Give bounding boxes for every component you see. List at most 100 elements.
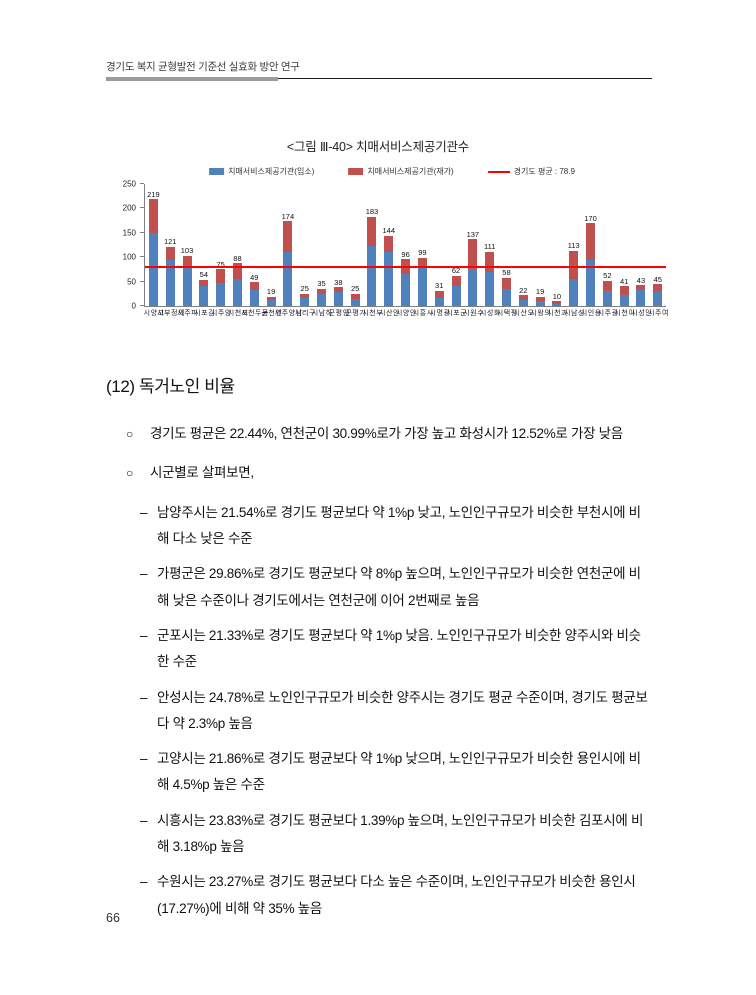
x-axis-label: 광명시 bbox=[428, 309, 450, 316]
bar-segment-home bbox=[165, 246, 175, 260]
x-axis-label: 평택시 bbox=[495, 309, 517, 316]
bar-stack bbox=[518, 295, 528, 306]
x-axis-label: 양평군 bbox=[327, 309, 349, 316]
x-axis-label: 용인시 bbox=[580, 309, 602, 316]
bar-stack bbox=[451, 275, 461, 306]
bar-value-label: 35 bbox=[317, 279, 326, 289]
bar-segment-home bbox=[485, 251, 495, 272]
bar-stack bbox=[333, 287, 343, 306]
bar-group: 137 수원시 bbox=[462, 184, 483, 316]
x-axis-label: 구리시 bbox=[294, 309, 316, 316]
bullet-text: 고양시는 21.86%로 경기도 평균보다 약 1%p 낮으며, 노인인구규모가… bbox=[157, 751, 641, 793]
bullet-subitem: – 군포시는 21.33%로 경기도 평균보다 약 1%p 낮음. 노인인구규모가… bbox=[140, 623, 652, 676]
bar-value-label: 52 bbox=[603, 271, 612, 281]
bar-segment-residential bbox=[182, 267, 192, 306]
bar-segment-home bbox=[367, 216, 377, 247]
bar-stack bbox=[283, 221, 293, 306]
chart-legend: 치매서비스제공기관(입소) 치매서비스제공기관(재가) 경기도 평균 : 78.9 bbox=[209, 166, 575, 177]
bar-group: 25 가평군 bbox=[345, 184, 366, 316]
bar-stack bbox=[417, 257, 427, 306]
bar-group: 35 하남시 bbox=[311, 184, 332, 316]
section-heading: (12) 독거노인 비율 bbox=[106, 377, 235, 396]
bar-segment-residential bbox=[216, 283, 226, 306]
legend-item: 경기도 평균 : 78.9 bbox=[487, 166, 575, 177]
bar-stack bbox=[350, 293, 360, 306]
bar-value-label: 219 bbox=[147, 189, 160, 199]
bar-value-label: 174 bbox=[281, 211, 295, 221]
chart-plot: 219 고양시 121 의정부시 103 파주시 54 김포시 75 양주시 88 포천시 49 동두천시… bbox=[143, 184, 668, 316]
bar-group: 25 구리시 bbox=[294, 184, 315, 316]
bar-segment-home bbox=[266, 296, 276, 300]
bar-value-label: 88 bbox=[233, 253, 242, 263]
bar-value-label: 25 bbox=[300, 284, 309, 294]
y-tick-label: 0 bbox=[131, 301, 136, 311]
bar-group: 22 오산시 bbox=[513, 184, 534, 316]
legend-label: 경기도 평균 : 78.9 bbox=[513, 167, 575, 176]
bullet-text: 군포시는 21.33%로 경기도 평균보다 약 1%p 낮음. 노인인구규모가 … bbox=[157, 627, 641, 670]
bar-group: 31 광명시 bbox=[429, 184, 450, 316]
bar-group: 121 의정부시 bbox=[156, 184, 184, 316]
bar-segment-home bbox=[434, 290, 444, 298]
bar-stack bbox=[485, 251, 495, 306]
x-axis-label: 포천시 bbox=[226, 309, 248, 316]
bar-segment-residential bbox=[451, 285, 461, 306]
bar-value-label: 25 bbox=[350, 284, 360, 294]
x-axis-label: 여주시 bbox=[647, 309, 669, 316]
bar-value-label: 22 bbox=[519, 285, 528, 295]
bar-segment-home bbox=[216, 269, 226, 284]
bullet-subitem: – 가평군은 29.86%로 경기도 평균보다 약 8%p 높으며, 노인인구규모… bbox=[140, 561, 652, 614]
bar-segment-home bbox=[586, 223, 596, 260]
bar-segment-residential bbox=[518, 300, 528, 306]
bar-group: 75 양주시 bbox=[210, 184, 231, 316]
bullet-text: 가평군은 29.86%로 경기도 평균보다 약 8%p 높으며, 노인인구규모가… bbox=[157, 566, 641, 608]
bar-segment-residential bbox=[266, 299, 276, 306]
legend-label: 치매서비스제공기관(입소) bbox=[228, 167, 315, 176]
bar-group: 103 파주시 bbox=[177, 184, 198, 316]
bar-segment-home bbox=[451, 275, 461, 286]
bar-stack bbox=[602, 280, 612, 306]
x-axis-label: 오산시 bbox=[512, 309, 534, 316]
bar-value-label: 103 bbox=[180, 246, 194, 256]
bar-value-label: 19 bbox=[535, 287, 545, 297]
dash-bullet-marker: – bbox=[140, 627, 148, 643]
average-line bbox=[145, 265, 666, 268]
bar-segment-residential bbox=[232, 279, 242, 306]
y-tickmark bbox=[140, 183, 144, 184]
bullet-subitem: – 안성시는 24.78%로 노인인구규모가 비슷한 양주시는 경기도 평균 수준… bbox=[140, 685, 652, 738]
bar-segment-residential bbox=[283, 252, 293, 306]
bar-value-label: 54 bbox=[199, 270, 209, 280]
legend-label: 치매서비스제공기관(재가) bbox=[367, 167, 454, 176]
bar-segment-home bbox=[552, 301, 562, 304]
dash-bullet-marker: – bbox=[140, 751, 148, 767]
y-tickmark bbox=[140, 207, 144, 209]
bar-stack bbox=[619, 286, 629, 306]
bar-segment-home bbox=[384, 235, 394, 253]
bullet-item: ○ 경기도 평균은 22.44%, 연천군이 30.99%로가 가장 높고 화성시… bbox=[126, 421, 652, 447]
x-axis-label: 성남시 bbox=[563, 309, 585, 316]
bar-value-label: 170 bbox=[584, 213, 597, 223]
bar-value-label: 144 bbox=[382, 226, 396, 236]
bar-value-label: 183 bbox=[365, 207, 379, 217]
x-axis-label: 의왕시 bbox=[529, 309, 551, 316]
section-content: (12) 독거노인 비율 ○ 경기도 평균은 22.44%, 연천군이 30.99… bbox=[106, 372, 652, 931]
bar-segment-residential bbox=[535, 301, 545, 306]
bar-stack bbox=[434, 290, 444, 306]
bar-segment-home bbox=[333, 287, 343, 293]
bar-value-label: 49 bbox=[250, 272, 259, 282]
bar-segment-home bbox=[300, 293, 310, 298]
bar-segment-residential bbox=[317, 293, 327, 306]
bar-stack bbox=[636, 285, 646, 306]
bar-stack bbox=[569, 250, 579, 306]
bar-segment-home bbox=[182, 255, 192, 268]
bar-segment-residential bbox=[485, 271, 495, 306]
bar-value-label: 96 bbox=[401, 249, 410, 259]
x-axis-label: 군포시 bbox=[445, 309, 467, 316]
bar-value-label: 99 bbox=[418, 248, 427, 258]
bullet-text: 남양주시는 21.54%로 경기도 평균보다 약 1%p 낮고, 노인인구규모가… bbox=[157, 504, 641, 546]
y-tick-label: 100 bbox=[122, 252, 136, 262]
bar-group: 19 의왕시 bbox=[530, 184, 551, 316]
bar-group: 58 평택시 bbox=[496, 184, 517, 316]
bullet-text: 안성시는 24.78%로 노인인구규모가 비슷한 양주시는 경기도 평균 수준이… bbox=[157, 689, 648, 731]
bar-group: 174 남양주시 bbox=[274, 184, 302, 316]
bar-segment-home bbox=[619, 286, 629, 296]
